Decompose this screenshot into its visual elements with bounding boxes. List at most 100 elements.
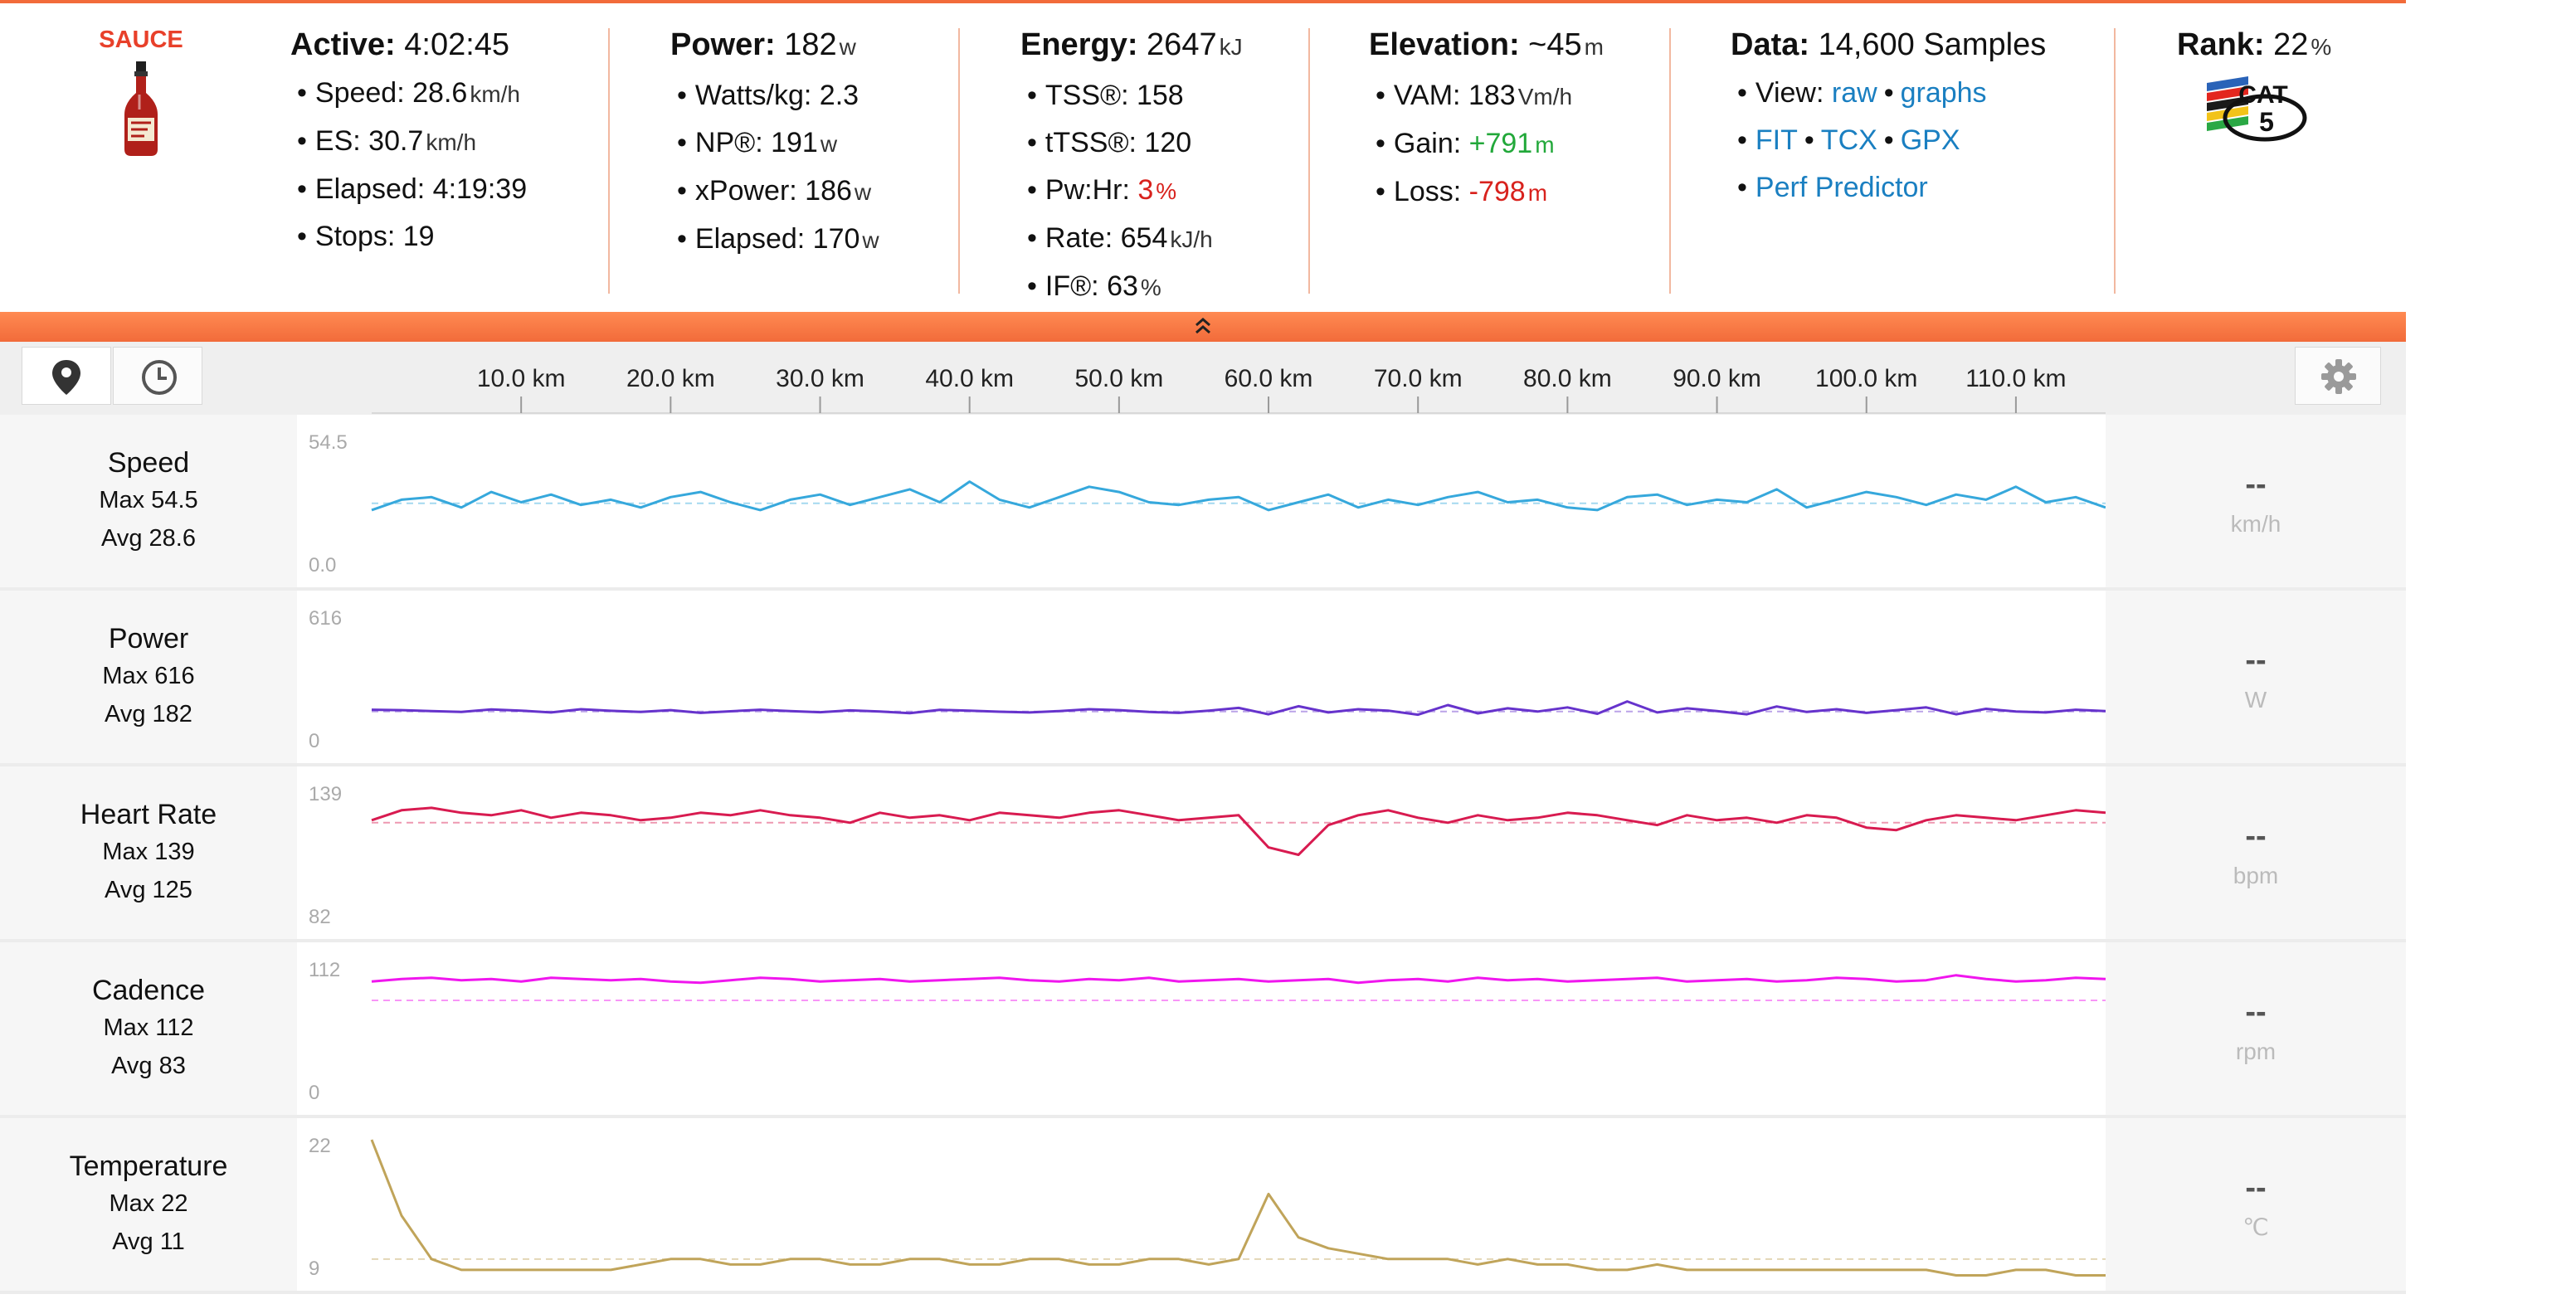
stat-unit: % — [2311, 34, 2332, 60]
readout-cadence: -- rpm — [2106, 942, 2406, 1115]
map-view-button[interactable] — [22, 347, 111, 405]
stat-title-energy: Energy: 2647 kJ — [1020, 23, 1243, 69]
stat-item-value: +791 — [1468, 128, 1533, 159]
plot-heart[interactable]: 139 82 — [297, 766, 2106, 939]
export-tcx-link[interactable]: TCX — [1820, 124, 1877, 156]
stat-label: Elevation: — [1369, 27, 1520, 62]
stat-divider — [2114, 28, 2116, 294]
view-raw-link[interactable]: raw — [1831, 77, 1877, 109]
link-separator: • — [1883, 124, 1894, 156]
plot-axis-max: 54.5 — [309, 431, 348, 454]
row-avg: Avg 182 — [105, 701, 192, 727]
perf-predictor-link[interactable]: Perf Predictor — [1755, 172, 1928, 203]
stat-item-label: TSS®: — [1045, 80, 1137, 111]
stat-item-unit: % — [1156, 178, 1177, 204]
stat-item-label: xPower: — [694, 175, 806, 207]
stat-item-label: Pw:Hr: — [1045, 174, 1138, 206]
row-max: Max 139 — [102, 839, 195, 865]
stat-item-value: 3 — [1137, 174, 1154, 206]
stat-item-unit: km/h — [470, 81, 520, 107]
export-gpx-link[interactable]: GPX — [1900, 124, 1960, 156]
heart-line-chart — [371, 806, 2106, 856]
stat-title-power: Power: 182 w — [670, 23, 879, 69]
row-separator — [0, 1291, 2406, 1294]
cat5-badge-icon[interactable]: CAT 5 — [2199, 73, 2315, 148]
stat-value: 4:02:45 — [404, 27, 510, 62]
plot-power[interactable]: 616 0 — [297, 591, 2106, 763]
stat-item-label: ES: — [314, 125, 369, 157]
view-mode-toggle — [22, 347, 202, 405]
plot-axis-max: 112 — [309, 959, 341, 981]
chart-row-speed: Speed Max 54.5 Avg 28.6 54.5 0.0 -- km/h — [0, 415, 2406, 587]
row-label-speed: Speed Max 54.5 Avg 28.6 — [0, 415, 297, 587]
cadence-series-line — [371, 974, 2106, 985]
cat5-badge-text: CAT — [2238, 81, 2287, 109]
sauce-logo-text: SAUCE — [99, 27, 183, 53]
row-avg: Avg 28.6 — [101, 525, 196, 552]
chart-settings-button[interactable] — [2295, 347, 2381, 405]
export-fit-link[interactable]: FIT — [1755, 124, 1798, 156]
row-label-cadence: Cadence Max 112 Avg 83 — [0, 942, 297, 1115]
stat-value: 182 — [784, 27, 837, 62]
stat-label: Rank: — [2177, 27, 2265, 62]
stat-item-value: -798 — [1468, 176, 1526, 207]
link-separator: • — [1883, 77, 1894, 109]
stat-item-value: 158 — [1136, 80, 1184, 111]
stat-group-data: Data: 14,600 Samples View: raw•graphs FI… — [1731, 23, 2046, 212]
row-separator — [0, 1115, 2406, 1118]
chart-row-temperature: Temperature Max 22 Avg 11 22 9 -- ℃ — [0, 1118, 2406, 1291]
row-title: Heart Rate — [80, 799, 217, 830]
row-max: Max 22 — [109, 1190, 188, 1217]
readout-value: -- — [2245, 819, 2267, 854]
sauce-logo[interactable]: SAUCE — [91, 27, 191, 159]
axis-tick-label: 60.0 km — [1225, 365, 1313, 392]
cadence-line-chart — [371, 974, 2106, 1002]
stat-item-value: 63 — [1107, 270, 1138, 302]
stat-unit: w — [839, 34, 856, 60]
plot-axis-max: 616 — [309, 607, 343, 630]
clock-icon — [142, 360, 177, 395]
plot-axis-min: 0.0 — [309, 554, 337, 577]
activity-page: SAUCE Active: 4:02:45 Speed: 28.6km/h ES… — [0, 0, 2406, 1299]
stat-item-unit: m — [1527, 180, 1548, 206]
plot-speed[interactable]: 54.5 0.0 — [297, 415, 2106, 587]
stat-list-data: View: raw•graphs FIT•TCX•GPX Perf Predic… — [1731, 70, 2046, 212]
chart-row-heart: Heart Rate Max 139 Avg 125 139 82 -- bpm — [0, 766, 2406, 939]
view-graphs-link[interactable]: graphs — [1900, 77, 1987, 109]
stat-divider — [958, 28, 960, 294]
readout-unit: bpm — [2233, 863, 2279, 888]
stat-item-label: Watts/kg: — [694, 80, 820, 111]
plot-axis-min: 0 — [309, 730, 320, 752]
temperature-line-chart — [370, 1139, 2106, 1277]
stat-title-rank: Rank: 22% — [2177, 23, 2331, 69]
stat-item-value: 19 — [402, 221, 435, 252]
plot-cadence[interactable]: 112 0 — [297, 942, 2106, 1115]
stat-item-value: 170 — [812, 223, 860, 255]
stat-divider — [1669, 28, 1671, 294]
stat-item-unit: Vm/h — [1517, 84, 1573, 109]
axis-tick-label: 110.0 km — [1965, 365, 2066, 392]
stat-item-es: ES: 30.7km/h — [297, 118, 527, 166]
stat-item-label: Elapsed: — [694, 223, 813, 255]
plot-temperature[interactable]: 22 9 — [297, 1118, 2106, 1291]
heart-series-line — [371, 806, 2106, 856]
stat-item-label: tTSS®: — [1045, 127, 1145, 158]
stat-item-elapsed: Elapsed: 4:19:39 — [297, 166, 527, 213]
stat-item-unit: m — [1535, 132, 1555, 158]
stat-item-unit: w — [820, 131, 838, 157]
plot-axis-min: 82 — [309, 906, 331, 928]
time-view-button[interactable] — [113, 347, 202, 405]
chart-row-power: Power Max 616 Avg 182 616 0 -- W — [0, 591, 2406, 763]
axis-tick-label: 90.0 km — [1673, 365, 1761, 392]
axis-tick-label: 50.0 km — [1075, 365, 1164, 392]
collapse-header-button[interactable] — [1188, 315, 1218, 338]
row-avg: Avg 11 — [112, 1228, 185, 1255]
collapse-bar — [0, 312, 2406, 342]
axis-tick-label: 70.0 km — [1374, 365, 1463, 392]
gear-icon — [2321, 359, 2356, 394]
stat-item-value: 654 — [1120, 222, 1168, 254]
stat-title-data: Data: 14,600 Samples — [1731, 23, 2046, 66]
